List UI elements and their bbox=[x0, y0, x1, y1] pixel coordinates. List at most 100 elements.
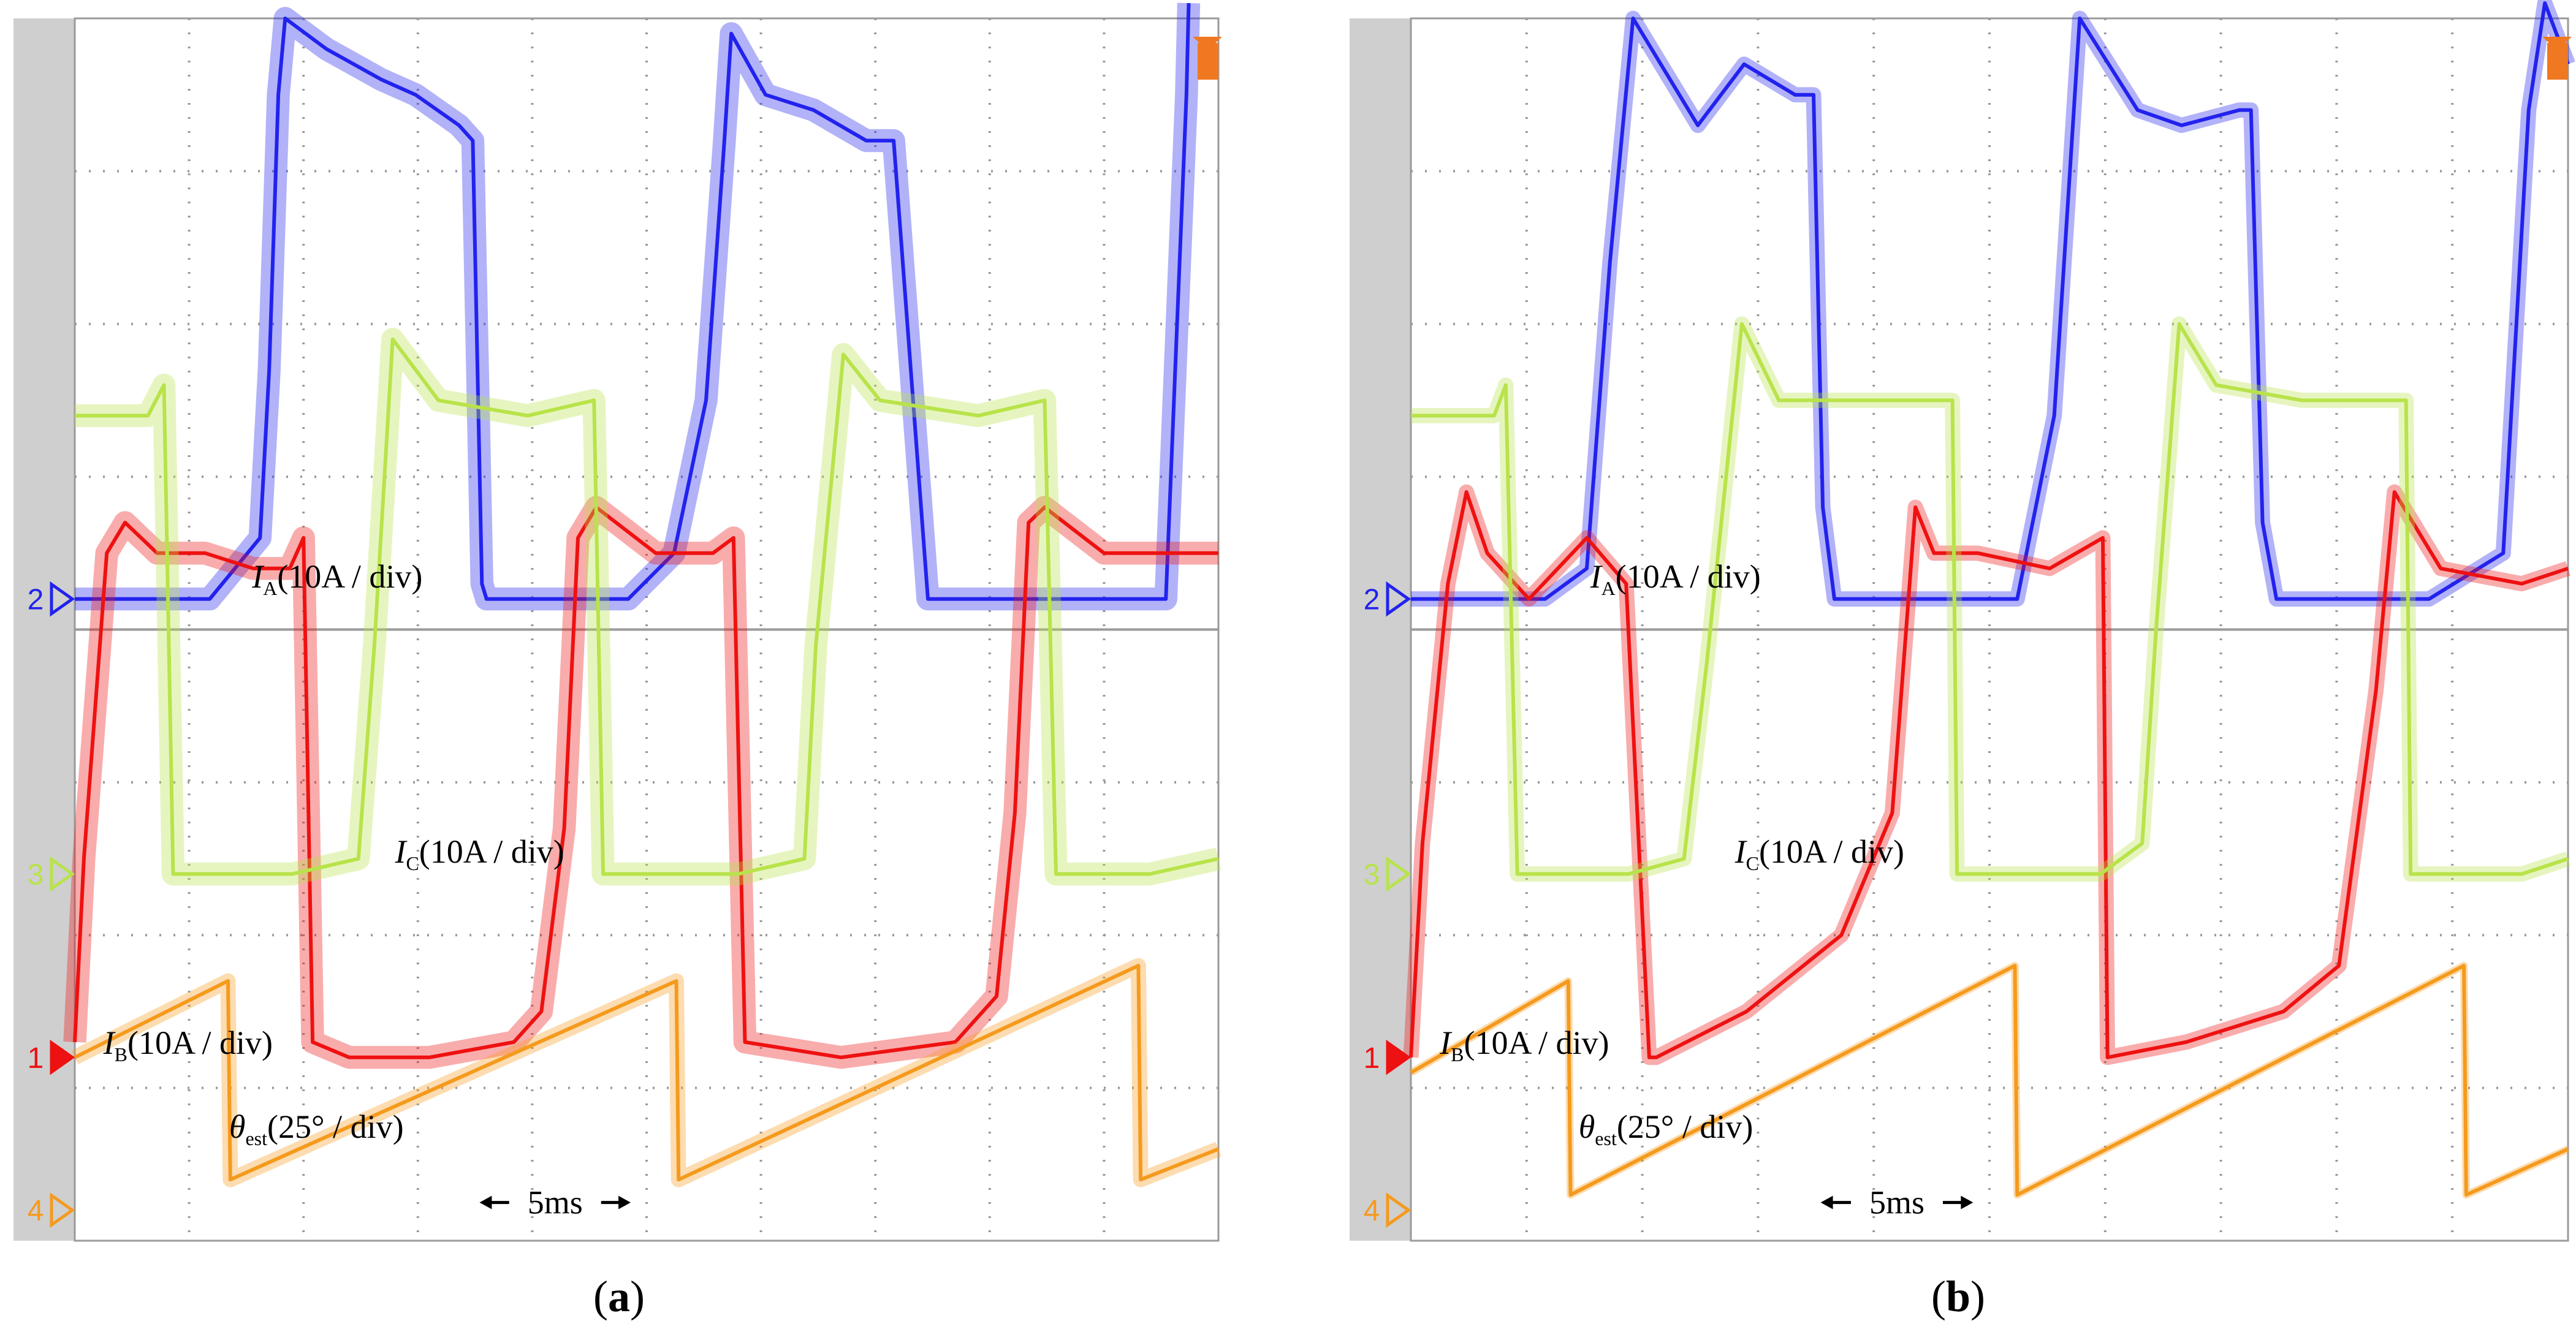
channel-number: 4 bbox=[1364, 1195, 1380, 1227]
ground-marker-ch2: 2 bbox=[1364, 581, 1411, 617]
trace-label-4: θest(25° / div) bbox=[229, 1108, 404, 1149]
trigger-marker bbox=[2542, 37, 2572, 80]
ground-arrow-icon bbox=[50, 856, 75, 892]
trace-label-2: IA(10A / div) bbox=[251, 558, 422, 599]
time-scale-indicator: 5ms bbox=[1820, 1184, 1974, 1221]
label-subscript: C bbox=[1746, 852, 1759, 874]
trace-label-1: IB(10A / div) bbox=[103, 1024, 273, 1065]
trace-label-3: IC(10A / div) bbox=[1734, 833, 1904, 874]
trigger-arrow-icon bbox=[1193, 37, 1222, 50]
channel-number: 4 bbox=[28, 1195, 44, 1227]
label-symbol: I bbox=[103, 1024, 116, 1061]
label-scale: (10A / div) bbox=[1464, 1024, 1609, 1061]
trace-1 bbox=[1409, 490, 2569, 1059]
scope-grid bbox=[1410, 17, 2569, 1242]
time-scale-label: 5ms bbox=[528, 1184, 583, 1221]
trace-label-2: IA(10A / div) bbox=[1590, 558, 1761, 599]
trace-3 bbox=[75, 337, 1219, 876]
label-symbol: I bbox=[251, 558, 265, 595]
caption-close-paren: ) bbox=[630, 1272, 645, 1321]
scope-grid bbox=[74, 17, 1220, 1242]
trace-label-4: θest(25° / div) bbox=[1579, 1108, 1753, 1149]
ground-arrow-icon bbox=[50, 1039, 75, 1075]
trace-3 bbox=[1411, 322, 2569, 876]
caption-letter: b bbox=[1946, 1272, 1970, 1321]
arrow-left-icon bbox=[1820, 1195, 1833, 1209]
channel-number: 2 bbox=[28, 584, 44, 616]
caption-open-paren: ( bbox=[1931, 1272, 1946, 1321]
trigger-marker bbox=[1193, 37, 1222, 80]
trace-1 bbox=[73, 505, 1218, 1059]
trigger-icon bbox=[1198, 43, 1218, 80]
channel-number: 3 bbox=[28, 859, 44, 891]
label-symbol: I bbox=[1439, 1024, 1453, 1061]
label-scale: (10A / div) bbox=[419, 833, 564, 870]
label-symbol: I bbox=[394, 833, 408, 870]
strip-background bbox=[1350, 18, 1411, 1241]
label-symbol: I bbox=[1590, 558, 1603, 595]
label-scale: (10A / div) bbox=[127, 1024, 273, 1061]
label-symbol: θ bbox=[229, 1108, 246, 1145]
label-subscript: A bbox=[263, 577, 277, 599]
channel-number: 3 bbox=[1364, 859, 1380, 891]
panel-caption-b: (b) bbox=[1931, 1272, 1985, 1321]
label-subscript: est bbox=[245, 1127, 267, 1149]
trace-4 bbox=[1410, 964, 2569, 1197]
arrow-left-icon bbox=[479, 1195, 492, 1209]
channel-strip bbox=[13, 18, 75, 1241]
trigger-icon bbox=[2547, 43, 2568, 80]
time-scale-indicator: 5ms bbox=[479, 1184, 631, 1221]
trace-label-1: IB(10A / div) bbox=[1439, 1024, 1609, 1065]
caption-letter: a bbox=[608, 1272, 630, 1321]
label-subscript: C bbox=[406, 852, 419, 874]
label-subscript: B bbox=[1451, 1043, 1464, 1065]
channel-number: 1 bbox=[28, 1042, 44, 1075]
caption-open-paren: ( bbox=[593, 1272, 608, 1321]
trace-2 bbox=[75, 3, 1191, 601]
label-scale: (10A / div) bbox=[277, 558, 422, 595]
ground-marker-ch4: 4 bbox=[1364, 1192, 1411, 1228]
ground-marker-ch2: 2 bbox=[28, 581, 75, 617]
channel-ground-markers: 2 1 3 4 bbox=[28, 581, 75, 1228]
label-scale: (10A / div) bbox=[1616, 558, 1761, 595]
ground-arrow-icon bbox=[1386, 581, 1411, 617]
waveform-traces bbox=[1403, 0, 2575, 1199]
arrow-right-icon bbox=[1961, 1195, 1974, 1209]
ground-arrow-icon bbox=[50, 1192, 75, 1228]
trace-label-3: IC(10A / div) bbox=[394, 833, 564, 874]
trace-labels: IA(10A / div)IB(10A / div)IC(10A / div)θ… bbox=[103, 558, 564, 1149]
channel-ground-markers: 2 1 3 4 bbox=[1364, 581, 1411, 1228]
label-subscript: B bbox=[115, 1043, 127, 1065]
ground-marker-ch3: 3 bbox=[1364, 856, 1411, 892]
label-subscript: est bbox=[1595, 1127, 1617, 1149]
label-symbol: θ bbox=[1579, 1108, 1595, 1145]
label-scale: (25° / div) bbox=[1617, 1108, 1753, 1145]
ground-marker-ch1: 1 bbox=[1364, 1039, 1411, 1075]
ground-marker-ch1: 1 bbox=[28, 1039, 75, 1075]
ground-arrow-icon bbox=[1386, 1192, 1411, 1228]
trace-labels: IA(10A / div)IB(10A / div)IC(10A / div)θ… bbox=[1439, 558, 1904, 1149]
ground-marker-ch4: 4 bbox=[28, 1192, 75, 1228]
label-scale: (10A / div) bbox=[1759, 833, 1904, 870]
channel-number: 1 bbox=[1364, 1042, 1380, 1075]
trigger-arrow-icon bbox=[2542, 37, 2572, 50]
ground-arrow-icon bbox=[1386, 856, 1411, 892]
channel-strip bbox=[1350, 18, 1411, 1241]
waveform-traces bbox=[63, 2, 1222, 1187]
ground-marker-ch3: 3 bbox=[28, 856, 75, 892]
label-scale: (25° / div) bbox=[267, 1108, 404, 1145]
strip-background bbox=[13, 18, 75, 1241]
ground-arrow-icon bbox=[1386, 1039, 1411, 1075]
caption-close-paren: ) bbox=[1970, 1272, 1985, 1321]
label-symbol: I bbox=[1734, 833, 1748, 870]
channel-number: 2 bbox=[1364, 584, 1380, 616]
time-scale-label: 5ms bbox=[1869, 1184, 1924, 1221]
trace-4 bbox=[74, 964, 1220, 1182]
arrow-right-icon bbox=[618, 1195, 631, 1209]
label-subscript: A bbox=[1601, 577, 1616, 599]
ground-arrow-icon bbox=[50, 581, 75, 617]
panel-caption-a: (a) bbox=[593, 1272, 645, 1321]
